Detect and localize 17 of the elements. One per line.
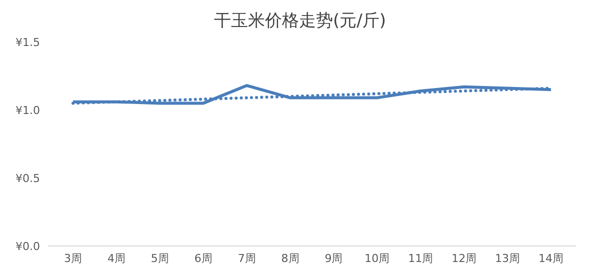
x-tick-label: 10周 <box>364 252 390 265</box>
x-tick-label: 9周 <box>324 252 343 265</box>
x-tick-label: 13周 <box>495 252 520 265</box>
x-tick-label: 3周 <box>64 252 82 265</box>
y-tick-label: ¥1.5 <box>16 36 40 49</box>
x-tick-label: 8周 <box>281 252 300 265</box>
x-tick-label: 7周 <box>238 252 256 265</box>
x-tick-label: 12周 <box>452 252 477 265</box>
x-tick-label: 4周 <box>107 252 126 265</box>
y-tick-label: ¥1.0 <box>16 104 40 117</box>
x-tick-label: 5周 <box>150 252 169 265</box>
chart-title: 干玉米价格走势(元/斤) <box>213 10 387 33</box>
x-tick-label: 11周 <box>408 252 434 265</box>
y-tick-label: ¥0.0 <box>16 240 40 253</box>
y-tick-label: ¥0.5 <box>16 172 40 185</box>
x-tick-label: 6周 <box>194 252 212 265</box>
x-tick-label: 14周 <box>538 252 564 265</box>
